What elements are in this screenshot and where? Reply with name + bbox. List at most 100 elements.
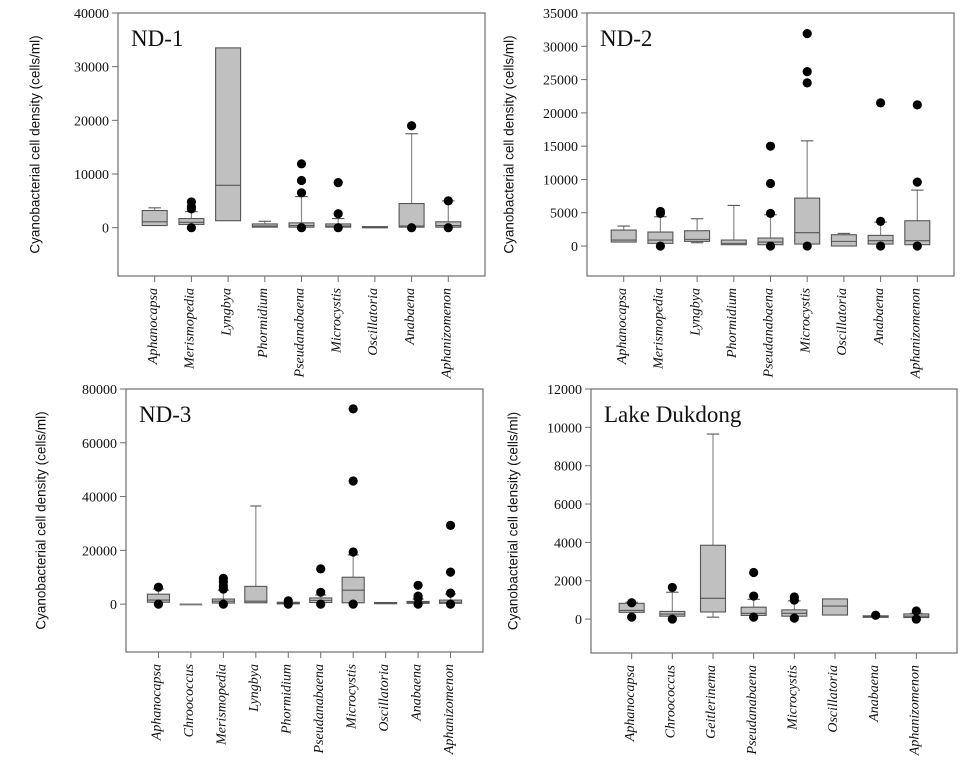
box-iqr <box>720 239 747 246</box>
outlier-point <box>443 223 453 233</box>
y-tick-label: 20000 <box>543 107 578 122</box>
box-anabaena <box>867 98 894 251</box>
outlier-point <box>627 598 637 608</box>
outlier-point <box>407 223 417 233</box>
x-tick-label: Aphanocapsa <box>150 664 165 741</box>
y-tick-label: 40000 <box>82 491 117 506</box>
outlier-point <box>296 223 307 233</box>
x-tick-label: Chroococcus <box>182 663 197 737</box>
box-pseudanabaena <box>740 567 767 622</box>
box-aphanizomenon <box>904 100 931 251</box>
box-iqr <box>699 544 727 613</box>
box-iqr <box>830 234 857 247</box>
x-tick-label: Anabaena <box>409 664 424 722</box>
outlier-point <box>667 582 677 593</box>
outlier-point <box>655 208 666 219</box>
x-tick-label: Aphanocapsa <box>623 665 638 742</box>
outlier-point <box>186 204 196 214</box>
outlier-point <box>445 567 456 577</box>
y-tick-label: 4000 <box>554 536 582 551</box>
x-tick-label: Aphanizomenon <box>442 664 457 755</box>
x-tick-label: Oscillatoria <box>826 665 841 733</box>
box-aphanocapsa <box>146 582 171 609</box>
box-merismopedia <box>647 206 674 251</box>
x-tick-label: Oscillatoria <box>377 664 392 732</box>
outlier-point <box>749 567 759 578</box>
box-lyngbya <box>684 218 711 244</box>
x-tick-label: Microcystis <box>786 664 801 730</box>
x-tick-label: Phormidium <box>279 664 294 735</box>
outlier-point <box>802 78 812 88</box>
outlier-point <box>871 610 881 620</box>
box-oscillatoria <box>821 598 849 616</box>
panel-title: ND-3 <box>139 402 191 427</box>
outlier-point <box>348 476 358 486</box>
outlier-point <box>283 599 293 609</box>
x-tick-label: Oscillatoria <box>835 288 850 356</box>
outlier-point <box>912 100 922 110</box>
y-axis-label: Cyanobacterial cell density (cells/ml) <box>502 35 517 253</box>
y-tick-label: 10000 <box>74 168 109 183</box>
y-tick-label: 15000 <box>543 140 578 155</box>
outlier-point <box>413 580 423 590</box>
x-tick-label: Microcystis <box>329 287 344 353</box>
x-tick-label: Phormidium <box>725 288 740 359</box>
x-tick-label: Aphanizomenon <box>908 665 923 756</box>
x-tick-label: Aphanocapsa <box>615 288 630 365</box>
panel-nd-3: ND-3 Cyanobacterial cell density (cells/… <box>34 383 484 755</box>
box-iqr <box>821 598 849 616</box>
outlier-point <box>296 188 307 198</box>
x-tick-label: Geitlerinema <box>704 665 719 739</box>
y-axis-label: Cyanobacterial cell density (cells/ml) <box>28 35 43 253</box>
x-tick-label: Merismopedia <box>183 288 198 370</box>
outlier-point <box>802 66 812 77</box>
box-anabaena <box>862 610 889 620</box>
plot-frame <box>125 388 484 653</box>
outlier-point <box>749 612 759 622</box>
y-axis-label: Cyanobacterial cell density (cells/ml) <box>34 411 49 629</box>
y-axis-label: Cyanobacterial cell density (cells/ml) <box>506 412 521 630</box>
outlier-point <box>765 141 776 151</box>
panel-title: ND-2 <box>600 26 652 51</box>
box-merismopedia <box>178 197 205 233</box>
outlier-point <box>667 614 677 624</box>
y-tick-label: 0 <box>575 613 582 628</box>
y-tick-label: 2000 <box>554 575 582 590</box>
x-tick-label: Anabaena <box>867 665 882 723</box>
outlier-point <box>333 209 343 219</box>
outlier-point <box>912 241 922 251</box>
outlier-point <box>876 98 886 108</box>
outlier-point <box>333 223 343 233</box>
outlier-point <box>765 208 776 219</box>
box-iqr <box>244 585 268 604</box>
x-tick-label: Anabaena <box>872 288 887 346</box>
x-tick-label: Aphanizomenon <box>909 288 924 379</box>
box-iqr <box>684 230 711 242</box>
y-tick-label: 35000 <box>543 7 578 22</box>
outlier-point <box>316 564 326 574</box>
x-tick-label: Aphanizomenon <box>440 288 455 379</box>
outlier-point <box>218 599 228 609</box>
outlier-point <box>765 241 776 251</box>
box-pseudanabaena <box>309 564 333 609</box>
x-tick-label: Chroococcus <box>664 664 679 738</box>
box-iqr <box>215 47 242 222</box>
box-chroococcus <box>179 603 203 606</box>
y-tick-label: 80000 <box>82 383 117 398</box>
x-tick-label: Pseudanabaena <box>745 665 760 755</box>
y-tick-label: 6000 <box>554 498 582 513</box>
outlier-point <box>789 613 799 623</box>
box-merismopedia <box>211 573 235 609</box>
x-tick-label: Pseudanabaena <box>762 288 777 378</box>
box-chroococcus <box>659 582 686 624</box>
box-geitlerinema <box>699 433 727 618</box>
outlier-point <box>348 404 358 414</box>
box-oscillatoria <box>374 601 398 605</box>
y-tick-label: 10000 <box>543 173 578 188</box>
outlier-point <box>655 241 666 251</box>
x-tick-label: Pseudanabaena <box>312 664 327 754</box>
outlier-point <box>186 223 196 233</box>
y-tick-label: 30000 <box>74 61 109 76</box>
x-tick-label: Phormidium <box>256 288 271 359</box>
panel-title: ND-1 <box>131 26 183 51</box>
